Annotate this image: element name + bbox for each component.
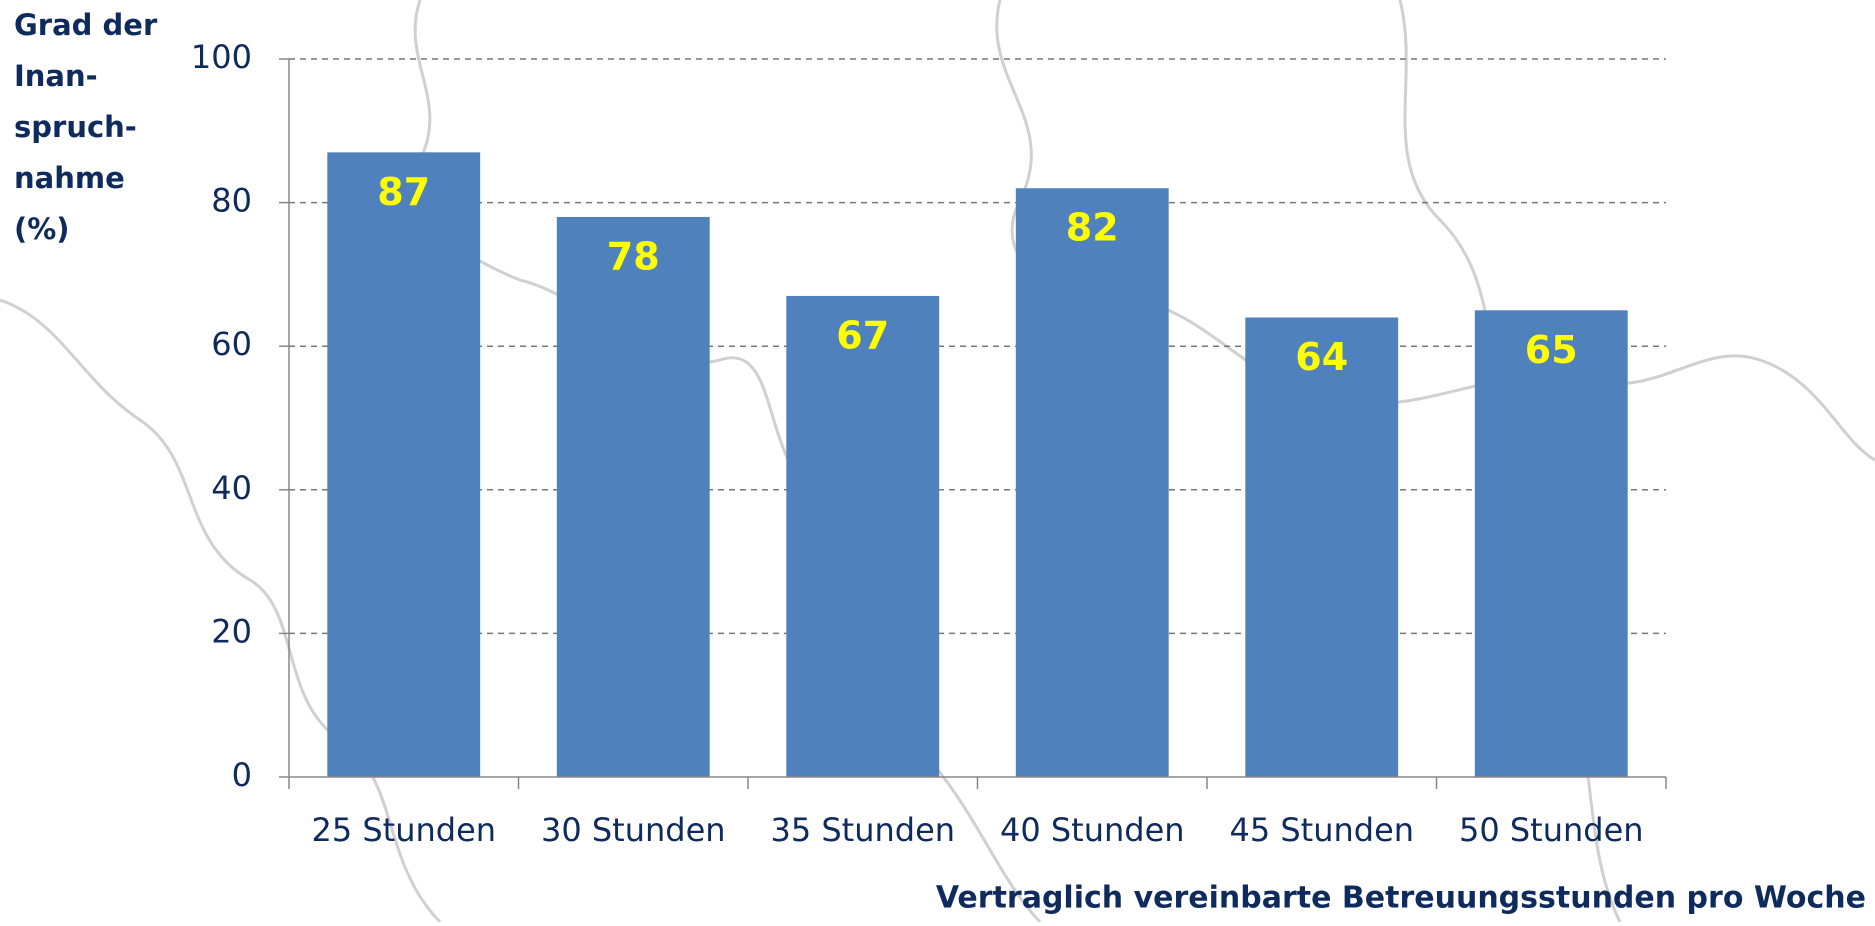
x-axis-title: Vertraglich vereinbarte Betreuungsstunde… (936, 881, 1866, 916)
y-tick-label: 40 (211, 469, 252, 507)
y-tick-label: 20 (211, 612, 252, 650)
x-tick-label: 45 Stunden (1229, 811, 1414, 849)
y-tick-label: 60 (211, 325, 252, 363)
data-label: 65 (1525, 328, 1578, 372)
bar (786, 295, 940, 777)
data-label: 78 (607, 234, 660, 278)
x-tick-label: 50 Stunden (1459, 811, 1644, 849)
map-border (0, 298, 442, 924)
bar (1474, 310, 1628, 777)
y-tick-label: 80 (211, 182, 252, 220)
map-border (413, 0, 1042, 924)
bar (1015, 188, 1169, 778)
x-tick-label: 25 Stunden (311, 811, 496, 849)
y-axis-title: (%) (14, 212, 70, 246)
data-label: 87 (377, 170, 430, 214)
y-axis-title: spruch- (14, 110, 137, 144)
y-axis-title: Inan- (14, 59, 98, 93)
y-tick-label: 0 (232, 756, 252, 794)
bar (327, 152, 481, 778)
y-axis-title: nahme (14, 161, 125, 195)
data-label: 67 (836, 313, 889, 357)
y-tick-label: 100 (191, 38, 252, 76)
bar (1245, 317, 1399, 777)
data-label: 82 (1066, 206, 1119, 250)
y-axis-title: Grad der (14, 8, 158, 42)
data-label: 64 (1295, 335, 1348, 379)
x-tick-label: 40 Stunden (1000, 811, 1185, 849)
x-tick-label: 35 Stunden (770, 811, 955, 849)
x-tick-label: 30 Stunden (541, 811, 726, 849)
bar (556, 216, 710, 777)
